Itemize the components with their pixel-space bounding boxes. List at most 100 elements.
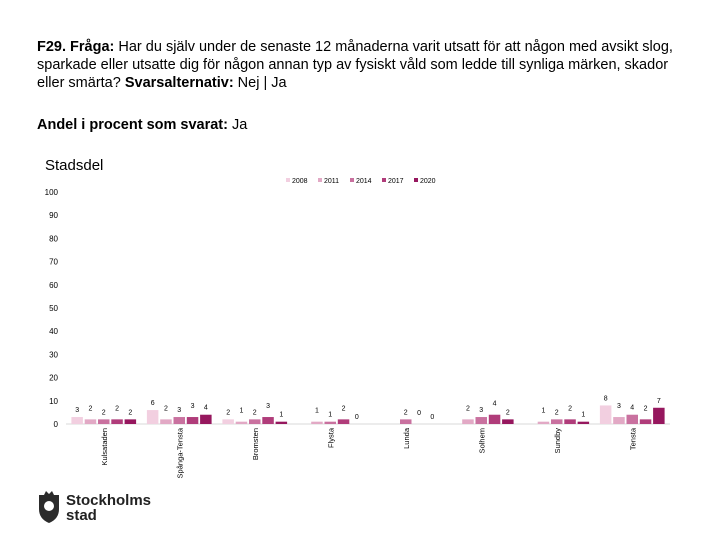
data-label: 2 bbox=[506, 409, 510, 416]
x-tick-label: Solhem bbox=[477, 428, 486, 453]
legend-swatch bbox=[286, 178, 290, 182]
bar bbox=[173, 417, 185, 424]
bar bbox=[222, 419, 234, 424]
logo-line2: stad bbox=[66, 507, 97, 524]
data-label: 8 bbox=[604, 395, 608, 402]
y-tick-label: 0 bbox=[54, 420, 59, 429]
subtitle-answer: Ja bbox=[227, 117, 248, 133]
data-label: 2 bbox=[115, 405, 119, 412]
bar bbox=[311, 421, 323, 424]
legend-label: 2014 bbox=[356, 178, 372, 185]
bar bbox=[599, 405, 612, 424]
data-label: 4 bbox=[630, 405, 634, 412]
legend-label: 2020 bbox=[420, 178, 436, 185]
data-label: 1 bbox=[581, 412, 585, 419]
data-label: 1 bbox=[279, 412, 283, 419]
data-label: 3 bbox=[617, 403, 621, 410]
data-label: 3 bbox=[266, 403, 270, 410]
bar bbox=[71, 417, 83, 424]
data-label: 2 bbox=[253, 409, 257, 416]
chart-title: Stadsdel bbox=[45, 157, 104, 174]
answer-options: Nej | Ja bbox=[233, 75, 287, 91]
data-label: 2 bbox=[342, 405, 346, 412]
bar bbox=[146, 410, 159, 424]
question-body: Har du själv under de senaste 12 månader… bbox=[37, 39, 673, 91]
logo-text: Stockholms stad bbox=[66, 493, 151, 523]
y-tick-label: 60 bbox=[49, 281, 58, 290]
y-tick-label: 10 bbox=[49, 397, 58, 406]
data-label: 3 bbox=[177, 407, 181, 414]
x-tick-label: Sundby bbox=[553, 428, 562, 454]
stockholm-logo: Stockholms stad bbox=[36, 491, 176, 527]
legend-swatch bbox=[318, 178, 322, 182]
y-tick-label: 90 bbox=[49, 211, 58, 220]
data-label: 4 bbox=[493, 401, 497, 408]
bar bbox=[462, 419, 474, 424]
bar bbox=[324, 421, 336, 424]
bar bbox=[249, 419, 261, 424]
data-label: 2 bbox=[555, 409, 559, 416]
data-label: 2 bbox=[466, 405, 470, 412]
data-label: 1 bbox=[328, 412, 332, 419]
bar bbox=[98, 419, 110, 424]
subtitle-label: Andel i procent som svarat: bbox=[37, 117, 228, 133]
legend-swatch bbox=[382, 178, 386, 182]
bar bbox=[639, 419, 652, 424]
subtitle: Andel i procent som svarat: Ja bbox=[37, 117, 247, 133]
bar bbox=[235, 421, 248, 424]
data-label: 2 bbox=[128, 409, 132, 416]
data-label: 3 bbox=[479, 407, 483, 414]
data-label: 3 bbox=[191, 403, 195, 410]
city-crest-icon bbox=[39, 491, 59, 523]
y-tick-label: 20 bbox=[49, 374, 58, 383]
y-tick-label: 40 bbox=[49, 327, 58, 336]
y-tick-label: 50 bbox=[49, 304, 58, 313]
bar bbox=[124, 419, 137, 424]
bar bbox=[400, 419, 412, 424]
x-tick-label: Spånga-Tensta bbox=[175, 427, 184, 478]
y-tick-label: 80 bbox=[49, 234, 58, 243]
answer-label: Svarsalternativ: bbox=[124, 75, 234, 91]
data-label: 2 bbox=[102, 409, 106, 416]
bar bbox=[502, 419, 514, 424]
x-tick-label: Lunda bbox=[402, 427, 411, 449]
legend-swatch bbox=[414, 178, 418, 182]
data-label: 4 bbox=[204, 405, 208, 412]
y-tick-label: 30 bbox=[49, 350, 58, 359]
bar bbox=[564, 419, 576, 424]
legend-label: 2008 bbox=[292, 178, 308, 185]
y-tick-label: 100 bbox=[45, 188, 59, 197]
x-tick-label: Bromsten bbox=[251, 428, 260, 460]
x-tick-label: Kulsataden bbox=[100, 428, 109, 466]
legend-swatch bbox=[350, 178, 354, 182]
bar bbox=[626, 414, 638, 424]
question-text: F29. Fråga: Har du själv under de senast… bbox=[37, 38, 677, 92]
bar bbox=[551, 419, 563, 424]
y-tick-label: 70 bbox=[49, 258, 58, 267]
data-label: 1 bbox=[239, 408, 243, 415]
bar bbox=[537, 421, 550, 424]
data-label: 3 bbox=[75, 407, 79, 414]
bar bbox=[613, 417, 625, 424]
data-label: 0 bbox=[355, 414, 359, 421]
data-label: 0 bbox=[430, 414, 434, 421]
legend-label: 2011 bbox=[324, 178, 339, 185]
data-label: 6 bbox=[151, 400, 155, 407]
bar bbox=[488, 414, 501, 424]
data-label: 0 bbox=[417, 410, 421, 417]
bar bbox=[475, 417, 487, 424]
bar bbox=[160, 419, 172, 424]
bar bbox=[337, 419, 350, 424]
data-label: 1 bbox=[541, 408, 545, 415]
logo-line1: Stockholms bbox=[66, 492, 152, 509]
data-label: 2 bbox=[404, 409, 408, 416]
bar bbox=[275, 421, 288, 424]
bar bbox=[577, 421, 590, 424]
bar bbox=[84, 419, 97, 424]
bar bbox=[262, 417, 274, 424]
x-tick-label: Tensta bbox=[628, 427, 637, 450]
bar bbox=[111, 419, 123, 424]
data-label: 2 bbox=[164, 405, 168, 412]
data-label: 7 bbox=[657, 398, 661, 405]
